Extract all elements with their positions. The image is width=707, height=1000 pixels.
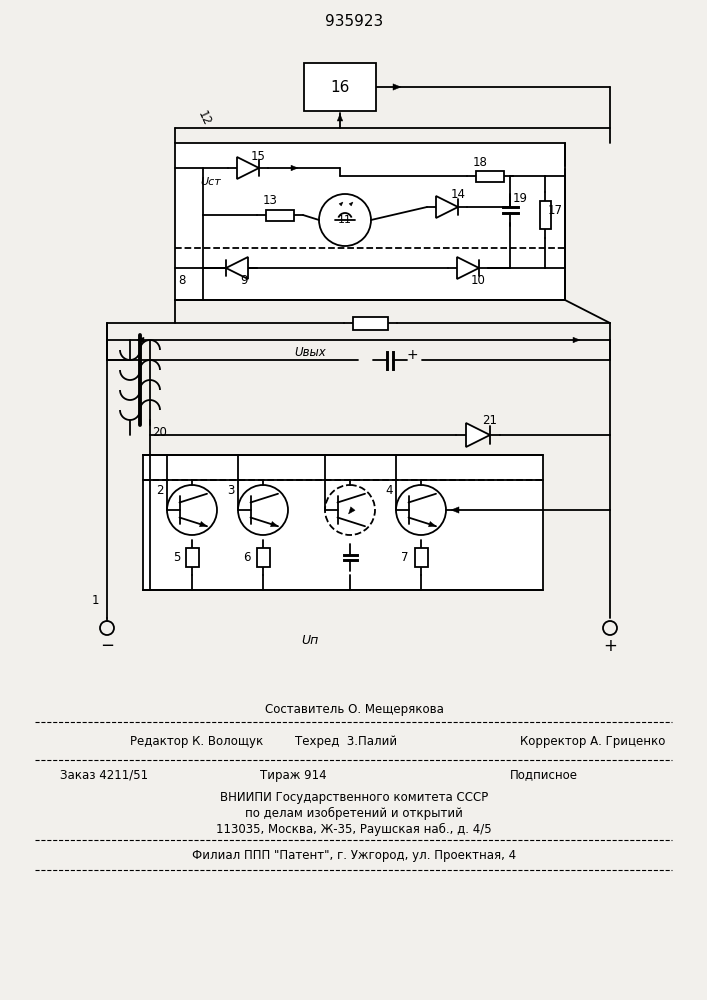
- Text: 8: 8: [178, 273, 186, 286]
- Text: Подписное: Подписное: [510, 768, 578, 782]
- Text: Корректор А. Гриценко: Корректор А. Гриценко: [520, 736, 665, 748]
- Text: 16: 16: [330, 81, 350, 96]
- Text: 20: 20: [152, 426, 167, 438]
- Text: 3: 3: [228, 484, 235, 496]
- Polygon shape: [237, 157, 259, 179]
- Text: Составитель О. Мещерякова: Составитель О. Мещерякова: [264, 704, 443, 716]
- Polygon shape: [451, 507, 459, 513]
- Text: Редактор К. Волощук: Редактор К. Волощук: [130, 736, 263, 748]
- Text: Техред  3.Палий: Техред 3.Палий: [295, 736, 397, 748]
- Text: 14: 14: [450, 188, 465, 200]
- Bar: [175, 143, 565, 300]
- Text: Uст: Uст: [200, 177, 221, 187]
- Polygon shape: [185, 548, 199, 567]
- Text: по делам изобретений и открытий: по делам изобретений и открытий: [245, 806, 463, 820]
- Polygon shape: [436, 196, 458, 218]
- Polygon shape: [353, 316, 387, 330]
- Polygon shape: [137, 337, 144, 343]
- Text: Филиал ППП "Патент", г. Ужгород, ул. Проектная, 4: Филиал ППП "Патент", г. Ужгород, ул. Про…: [192, 850, 516, 862]
- Text: 10: 10: [471, 273, 486, 286]
- Text: +: +: [603, 637, 617, 655]
- Text: 113035, Москва, Ж-35, Раушская наб., д. 4/5: 113035, Москва, Ж-35, Раушская наб., д. …: [216, 822, 492, 836]
- Text: 1: 1: [91, 593, 99, 606]
- Polygon shape: [271, 521, 278, 527]
- Polygon shape: [349, 507, 355, 514]
- Text: 5: 5: [173, 551, 180, 564]
- Polygon shape: [266, 210, 294, 221]
- Polygon shape: [573, 337, 580, 343]
- Polygon shape: [457, 257, 479, 279]
- Polygon shape: [466, 423, 490, 447]
- Polygon shape: [428, 521, 436, 527]
- Polygon shape: [226, 257, 248, 279]
- Text: Uп: Uп: [301, 634, 319, 647]
- Bar: [143, 455, 543, 590]
- Text: 7: 7: [402, 551, 409, 564]
- Polygon shape: [339, 202, 343, 206]
- Polygon shape: [337, 114, 343, 121]
- Text: 11: 11: [338, 215, 352, 225]
- Text: 935923: 935923: [325, 14, 383, 29]
- Text: 4: 4: [385, 484, 393, 496]
- Polygon shape: [199, 521, 207, 527]
- Polygon shape: [539, 201, 551, 229]
- Text: Uвых: Uвых: [294, 346, 326, 359]
- Text: ВНИИПИ Государственного комитета СССР: ВНИИПИ Государственного комитета СССР: [220, 790, 488, 804]
- Text: 18: 18: [472, 155, 487, 168]
- Polygon shape: [414, 548, 428, 567]
- Text: 21: 21: [482, 414, 498, 428]
- Text: 2: 2: [156, 484, 164, 496]
- Bar: [304, 63, 376, 111]
- Text: 12: 12: [195, 108, 213, 128]
- Polygon shape: [393, 84, 401, 90]
- Text: 17: 17: [547, 204, 563, 217]
- Text: 19: 19: [513, 192, 527, 205]
- Text: ─: ─: [102, 637, 112, 655]
- Text: +: +: [407, 348, 418, 362]
- Polygon shape: [257, 548, 269, 567]
- Text: 9: 9: [240, 273, 247, 286]
- Polygon shape: [349, 202, 353, 206]
- Text: 6: 6: [243, 551, 251, 564]
- Text: 15: 15: [250, 149, 265, 162]
- Text: Заказ 4211/51: Заказ 4211/51: [60, 768, 148, 782]
- Text: Тираж 914: Тираж 914: [260, 768, 327, 782]
- Text: 13: 13: [262, 194, 277, 208]
- Polygon shape: [291, 165, 298, 171]
- Polygon shape: [476, 170, 504, 182]
